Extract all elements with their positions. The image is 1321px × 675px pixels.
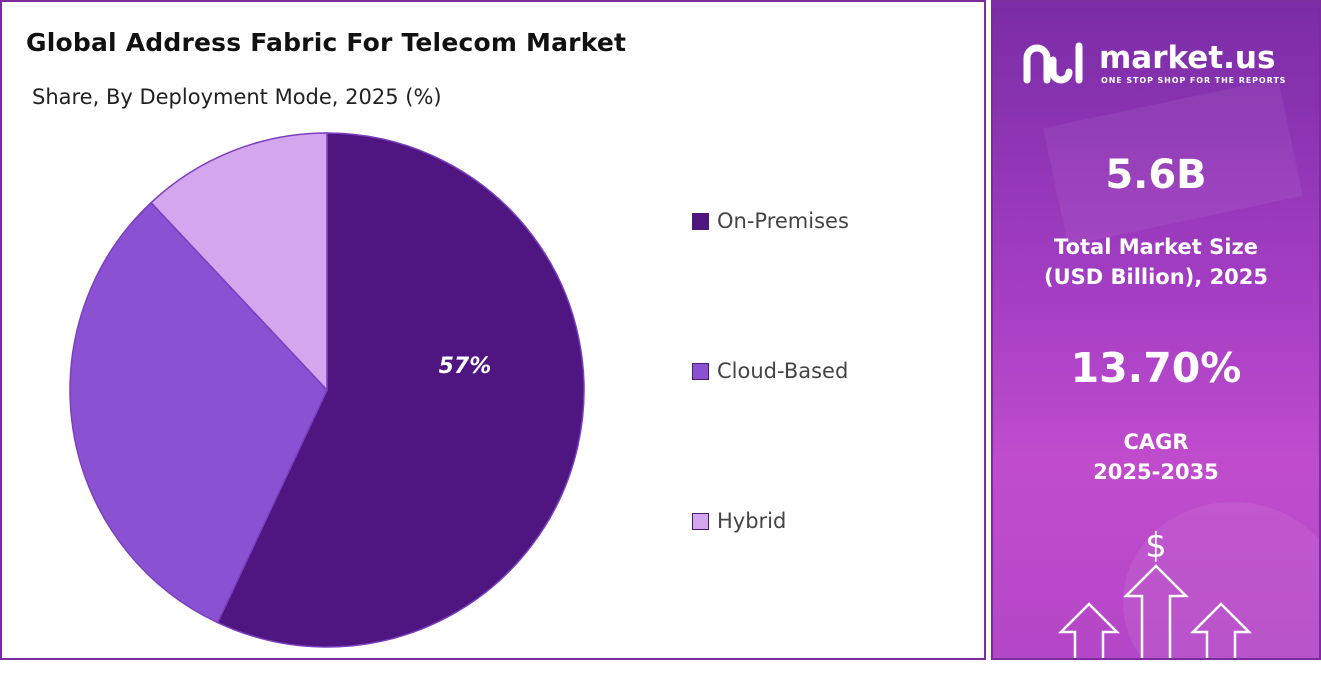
legend-item-on-premises: On-Premises [692,209,849,233]
legend-swatch-hybrid [692,512,709,530]
summary-panel: market.us ONE STOP SHOP FOR THE REPORTS … [991,0,1321,660]
legend-swatch-on-premises [692,212,709,230]
legend-item-cloud-based: Cloud-Based [692,359,848,383]
legend-label-hybrid: Hybrid [717,509,787,533]
pie-slice-cloud-based [69,201,328,624]
market-size-value: 5.6B [1105,152,1207,198]
dollar-symbol: $ [1145,526,1167,566]
legend-label-cloud-based: Cloud-Based [717,359,849,383]
market-size-label-line2: (USD Billion), 2025 [1043,265,1269,289]
pie-chart: 57% [69,132,585,648]
market-size-label: Total Market Size (USD Billion), 2025 [993,232,1319,292]
chart-title: Global Address Fabric For Telecom Market [26,28,627,57]
pie-slice-on-premises [216,132,585,648]
legend-label-on-premises: On-Premises [717,209,849,233]
chart-panel: Global Address Fabric For Telecom Market… [0,0,986,660]
legend-swatch-cloud-based [692,362,709,380]
chart-subtitle: Share, By Deployment Mode, 2025 (%) [32,85,442,109]
logo-text: market.us [1099,40,1276,76]
cagr-label-line2: 2025-2035 [1093,460,1219,484]
cagr-label: CAGR 2025-2035 [993,427,1319,487]
market-size-label-line1: Total Market Size [1054,235,1258,259]
pie-slice-hybrid [150,132,328,392]
dollar-arrows-icon: $ [1057,526,1253,658]
legend-item-hybrid: Hybrid [692,509,786,533]
cagr-label-line1: CAGR [1123,430,1189,454]
cagr-value: 13.70% [1070,344,1242,392]
logo-tagline: ONE STOP SHOP FOR THE REPORTS [1101,76,1287,85]
data-label-on-premises: 57% [439,354,492,379]
market-us-logo: market.us ONE STOP SHOP FOR THE REPORTS [1023,40,1293,90]
market-us-logo-icon [1023,42,1083,84]
